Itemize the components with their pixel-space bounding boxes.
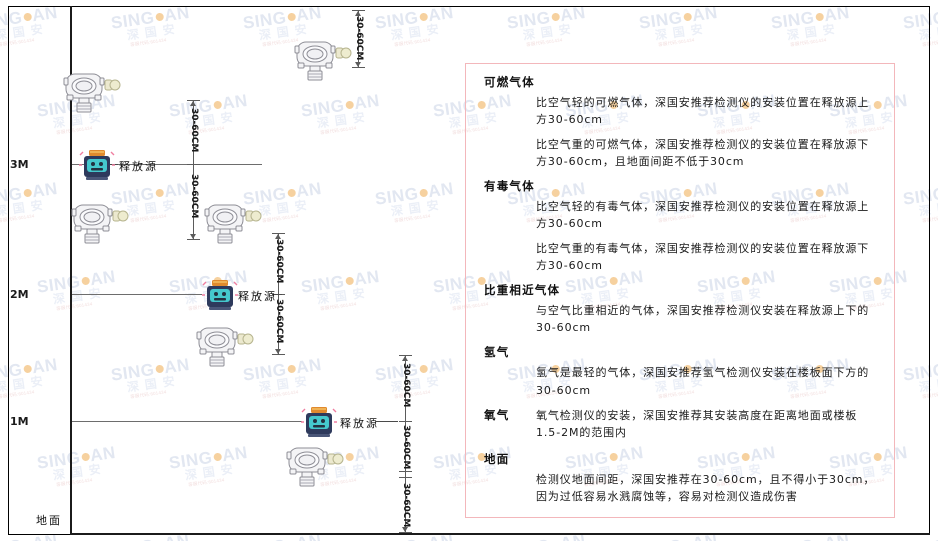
ground-baseline	[70, 533, 930, 535]
panel-section-paragraph: 氢气是最轻的气体，深国安推荐氢气检测仪安装在楼板面下方的30-60cm	[536, 366, 870, 397]
panel-section-title: 比重相近气体	[484, 283, 561, 298]
dimension-label: 30-60CM	[274, 299, 284, 344]
panel-section-paragraph: 比空气轻的有毒气体，深国安推荐检测仪的安装位置在释放源上方30-60cm	[536, 200, 870, 231]
release-source-icon	[200, 279, 240, 313]
release-source-label: 释放源	[340, 417, 379, 430]
level-line-3m	[72, 164, 262, 165]
level-label-3m: 3M	[10, 158, 29, 171]
gas-detector-icon	[62, 66, 128, 118]
panel-section-paragraph: 比空气重的有毒气体，深国安推荐检测仪的安装位置在释放源下方30-60cm	[536, 242, 870, 273]
gas-detector-icon	[195, 320, 261, 372]
level-label-1m: 1M	[10, 415, 29, 428]
level-line-1m	[72, 421, 302, 422]
panel-section: 比重相近气体与空气比重相近的气体，深国安推荐检测仪安装在释放源上下的30-60c…	[484, 282, 878, 336]
dimension-label: 30-60CM	[189, 108, 199, 153]
panel-section-title: 可燃气体	[484, 75, 535, 89]
level-label-2m: 2M	[10, 288, 29, 301]
dimension-label: 30-60CM	[189, 174, 199, 219]
release-source-label: 释放源	[119, 160, 158, 173]
leader-line-1m	[376, 421, 398, 422]
watermark-service-code: 客服代码:601434	[0, 471, 4, 488]
gas-detector-icon	[203, 197, 269, 249]
gas-detector-icon	[293, 34, 359, 86]
leader-line-2m	[272, 294, 282, 295]
watermark-service-code: 客服代码:601434	[0, 295, 4, 312]
panel-sections: 可燃气体 比空气轻的可燃气体，深国安推荐检测仪的安装位置在释放源上方30-60cm…	[484, 74, 878, 505]
dimension-label: 30-60CM	[274, 239, 284, 284]
panel-section-paragraph: 比空气重的可燃气体，深国安推荐检测仪的安装位置在释放源下方30-60cm，且地面…	[536, 138, 870, 169]
release-source-icon	[77, 149, 117, 183]
panel-section: 氢气氢气是最轻的气体，深国安推荐氢气检测仪安装在楼板面下方的30-60cm	[484, 344, 878, 398]
gas-detector-icon	[285, 440, 351, 492]
panel-section: 氧气 氧气检测仪的安装，深国安推荐其安装高度在距离地面或楼板1.5-2M的范围内	[484, 407, 878, 449]
panel-section-title: 氧气	[484, 407, 510, 422]
vertical-height-axis	[70, 6, 72, 535]
panel-section-paragraph: 氧气检测仪的安装，深国安推荐其安装高度在距离地面或楼板1.5-2M的范围内	[536, 408, 858, 439]
panel-section-paragraph: 与空气比重相近的气体，深国安推荐检测仪安装在释放源上下的30-60cm	[536, 304, 870, 335]
panel-section-title: 地面	[484, 451, 510, 466]
panel-section: 可燃气体 比空气轻的可燃气体，深国安推荐检测仪的安装位置在释放源上方30-60cm…	[484, 74, 878, 170]
level-line-2m	[72, 294, 202, 295]
dimension-label: 30-60CM	[401, 425, 411, 470]
watermark-brand-cn: 深国安	[0, 458, 3, 482]
installation-guidance-panel: 可燃气体 比空气轻的可燃气体，深国安推荐检测仪的安装位置在释放源上方30-60cm…	[465, 63, 895, 518]
panel-section: 有毒气体 比空气轻的有毒气体，深国安推荐检测仪的安装位置在释放源上方30-60cm…	[484, 178, 878, 274]
watermark-brand-cn: 深国安	[0, 282, 3, 306]
dimension-label: 30-60CM	[401, 363, 411, 408]
watermark-service-code: 客服代码:601434	[0, 119, 4, 136]
panel-section: 地面检测仪地面间距，深国安推荐在30-60cm，且不得小于30cm，因为过低容易…	[484, 451, 878, 505]
panel-section-title: 氢气	[484, 345, 510, 360]
release-source-icon	[299, 406, 339, 440]
panel-section-title: 有毒气体	[484, 179, 535, 194]
gas-detector-icon	[70, 197, 136, 249]
panel-section-paragraph: 比空气轻的可燃气体，深国安推荐检测仪的安装位置在释放源上方30-60cm	[536, 96, 870, 127]
dimension-label: 30-60CM	[401, 483, 411, 528]
watermark-brand-cn: 深国安	[0, 106, 3, 130]
release-source-label: 释放源	[238, 290, 277, 303]
panel-section-paragraph: 检测仪地面间距，深国安推荐在30-60cm，且不得小于30cm，因为过低容易水溅…	[536, 472, 876, 503]
ground-label: 地面	[36, 514, 62, 527]
